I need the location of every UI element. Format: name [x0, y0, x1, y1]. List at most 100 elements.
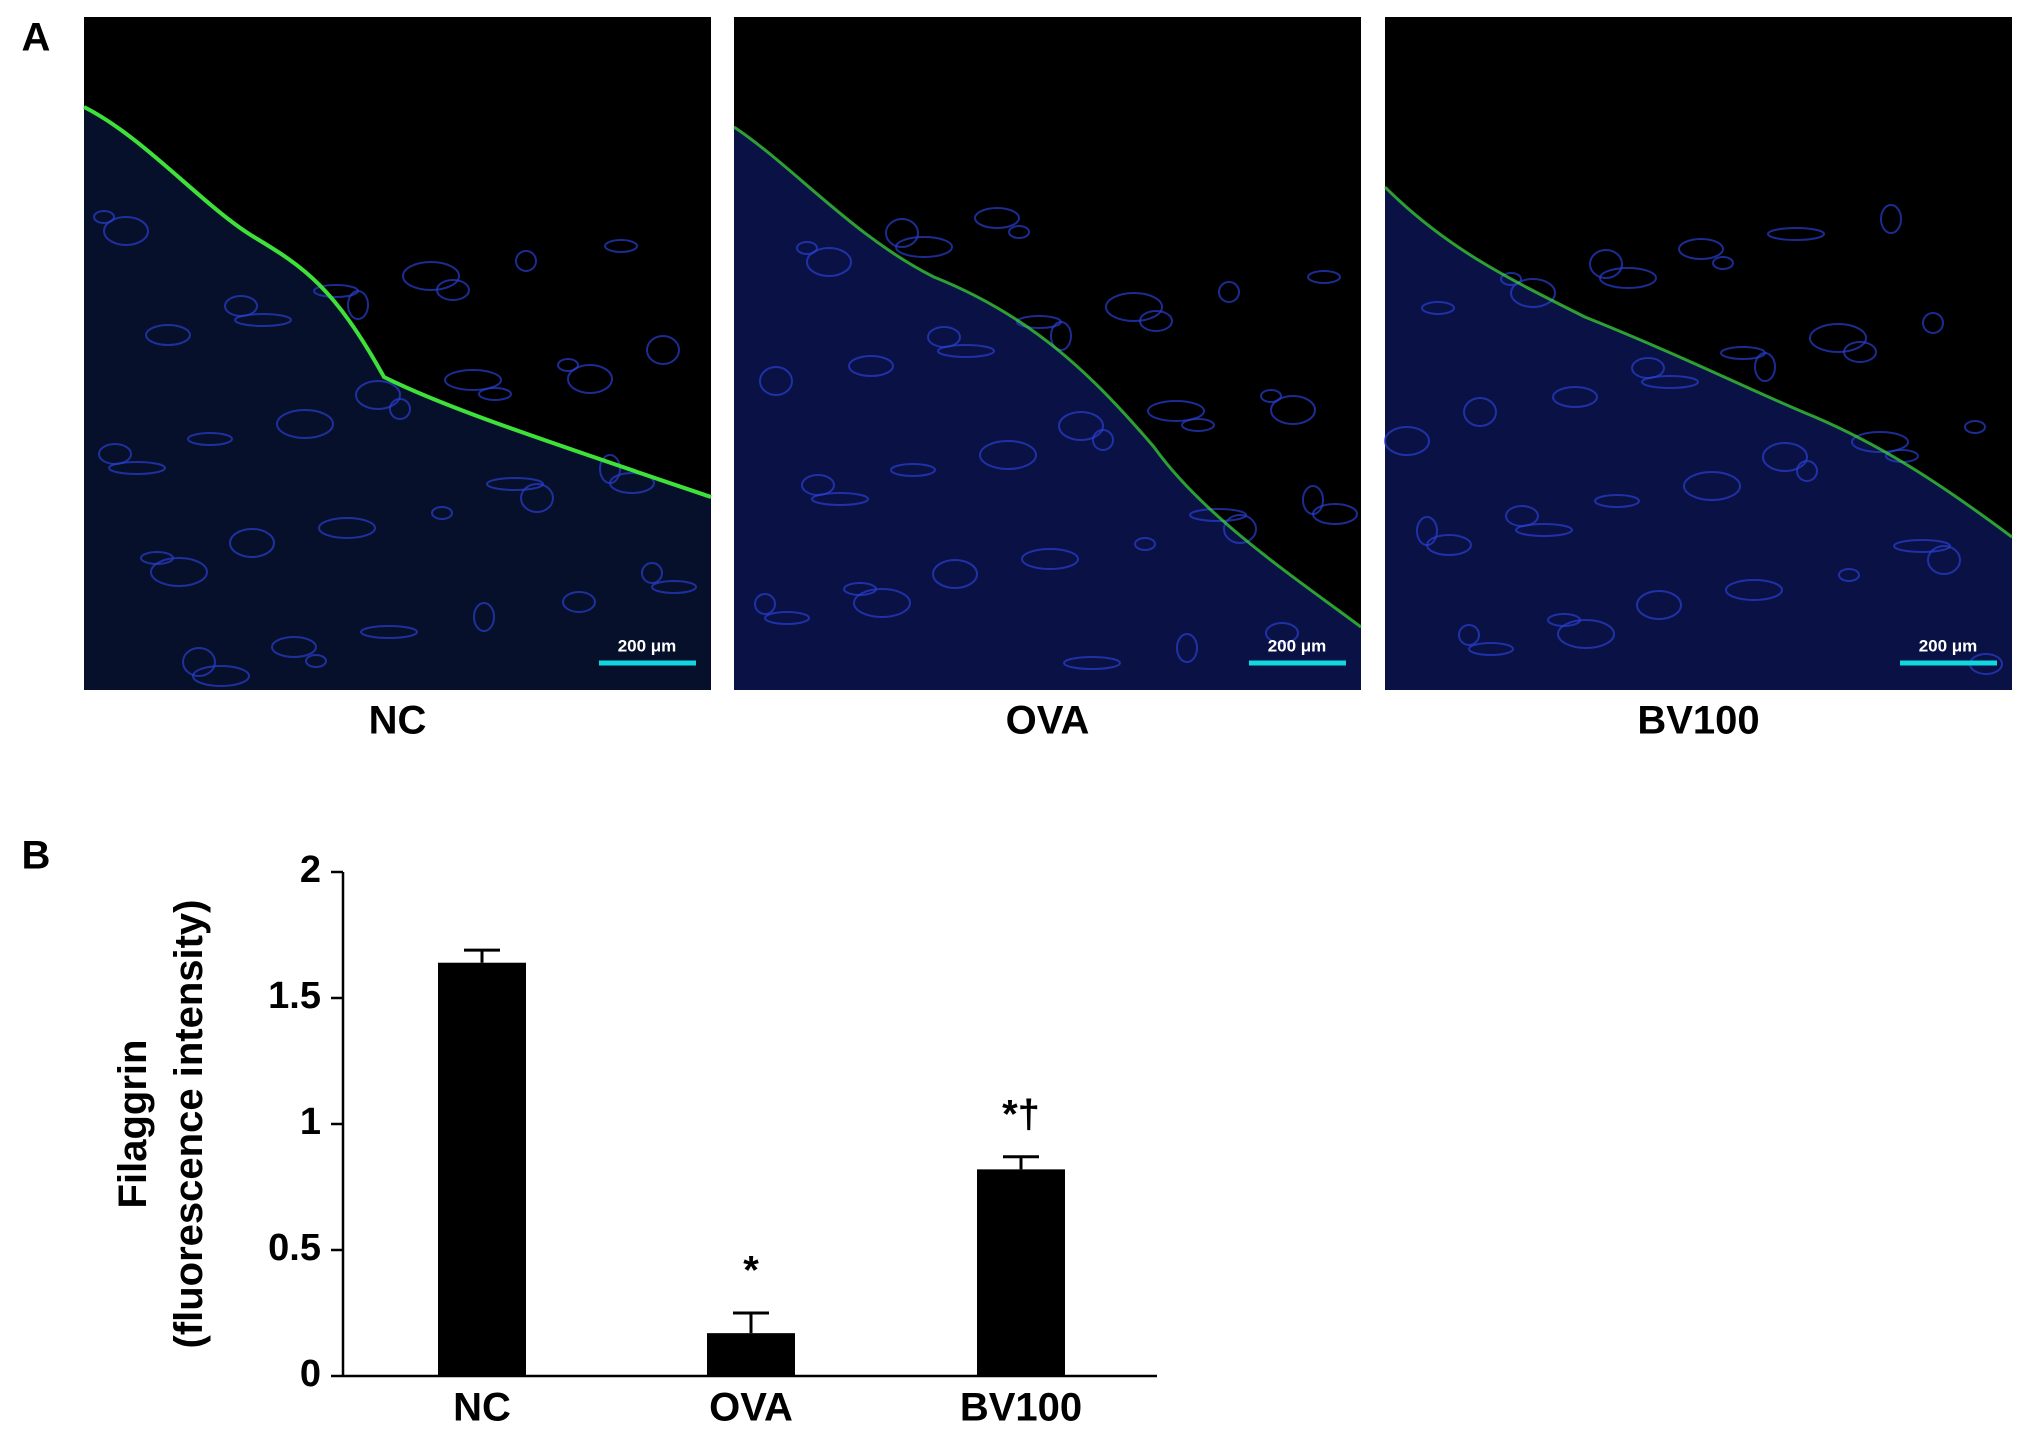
cell — [473, 602, 495, 632]
cell — [1809, 323, 1867, 353]
cell — [1796, 460, 1818, 482]
cell — [1500, 272, 1522, 286]
scale-bar-label: 200 μm — [618, 636, 677, 655]
cell — [1218, 281, 1240, 303]
y-tick-label: 2 — [300, 849, 321, 891]
cell — [848, 355, 894, 377]
cell — [1922, 312, 1944, 334]
cell — [609, 472, 655, 494]
micrograph-label: NC — [369, 699, 427, 743]
y-tick-label: 1 — [300, 1101, 321, 1143]
panel-label: A — [22, 16, 51, 60]
cell — [436, 279, 470, 301]
cell — [1139, 310, 1173, 332]
cell — [641, 562, 663, 584]
error-bar — [464, 948, 500, 963]
tissue — [734, 127, 1361, 690]
epidermis — [1383, 185, 2013, 539]
cell — [932, 559, 978, 589]
cell — [979, 440, 1037, 470]
bar — [977, 1169, 1065, 1376]
cell — [1589, 249, 1623, 279]
cell — [1762, 442, 1808, 472]
epidermis — [83, 105, 712, 499]
error-bar — [1003, 1155, 1039, 1170]
cell — [1838, 568, 1860, 582]
scale-bar-label: 200 μm — [1919, 636, 1978, 655]
cell — [1223, 514, 1257, 544]
micrograph: 200 μm — [733, 17, 1362, 690]
y-tick-label: 0 — [300, 1353, 321, 1395]
cell — [1147, 400, 1205, 422]
cell — [604, 239, 638, 253]
y-tick-label: 0.5 — [268, 1227, 321, 1269]
cell — [1468, 642, 1514, 656]
micrograph-label: BV100 — [1637, 699, 1759, 743]
cell — [562, 591, 596, 613]
cell — [402, 261, 460, 291]
micrograph-label: OVA — [1006, 699, 1090, 743]
cell — [1843, 341, 1877, 363]
cell — [937, 344, 995, 358]
cell — [1712, 256, 1734, 270]
cell — [145, 324, 191, 346]
cell — [1176, 633, 1198, 663]
cell — [515, 250, 537, 272]
cell — [1307, 270, 1341, 284]
cell — [1964, 420, 1986, 434]
y-axis-title-line: (fluorescence intensity) — [167, 899, 211, 1348]
cell — [1725, 579, 1783, 601]
cell — [1927, 545, 1961, 575]
scale-bar-label: 200 μm — [1268, 636, 1327, 655]
cell — [1270, 395, 1316, 425]
cell — [150, 557, 208, 587]
cell — [108, 461, 166, 475]
cell — [1683, 471, 1741, 501]
cell — [1641, 375, 1699, 389]
cell — [318, 517, 376, 539]
cell — [890, 463, 936, 477]
cell — [1678, 238, 1724, 260]
cell — [1312, 503, 1358, 525]
cell — [1058, 411, 1104, 441]
cell — [651, 580, 697, 594]
cell — [1134, 537, 1156, 551]
cell — [1463, 397, 1497, 427]
cell — [234, 313, 292, 327]
cell — [229, 528, 275, 558]
cell — [1260, 389, 1282, 403]
cell — [1754, 352, 1776, 382]
cell — [1421, 301, 1455, 315]
cell — [444, 369, 502, 391]
cell — [276, 409, 334, 439]
tissue — [1385, 187, 2012, 690]
cell — [1851, 431, 1909, 453]
y-axis-title-line: Filaggrin — [111, 1040, 155, 1209]
cell — [1458, 624, 1480, 646]
y-tick-label: 1.5 — [268, 975, 321, 1017]
cell — [759, 366, 793, 396]
bar — [438, 962, 526, 1376]
cell — [764, 611, 810, 625]
cell — [1636, 590, 1682, 620]
cell — [1767, 227, 1825, 241]
cell — [182, 647, 216, 677]
cell — [1515, 523, 1573, 537]
cell — [271, 636, 317, 658]
cell — [1181, 418, 1215, 432]
bar — [707, 1333, 795, 1376]
cell — [1599, 267, 1657, 289]
cell — [1063, 656, 1121, 670]
cell — [305, 654, 327, 668]
x-tick-label: OVA — [709, 1386, 793, 1430]
panel-label: B — [22, 834, 51, 878]
cell — [646, 335, 680, 365]
cell — [1105, 292, 1163, 322]
x-tick-label: NC — [453, 1386, 511, 1430]
cell — [1384, 426, 1430, 456]
cell — [567, 364, 613, 394]
error-bar — [733, 1311, 769, 1334]
cell — [811, 492, 869, 506]
cell — [853, 588, 911, 618]
